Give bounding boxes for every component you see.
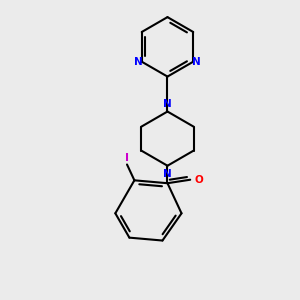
Text: I: I xyxy=(125,153,129,163)
Text: O: O xyxy=(194,175,203,185)
Text: N: N xyxy=(163,169,172,178)
Text: N: N xyxy=(134,57,142,67)
Text: N: N xyxy=(163,99,172,109)
Text: N: N xyxy=(192,57,201,67)
